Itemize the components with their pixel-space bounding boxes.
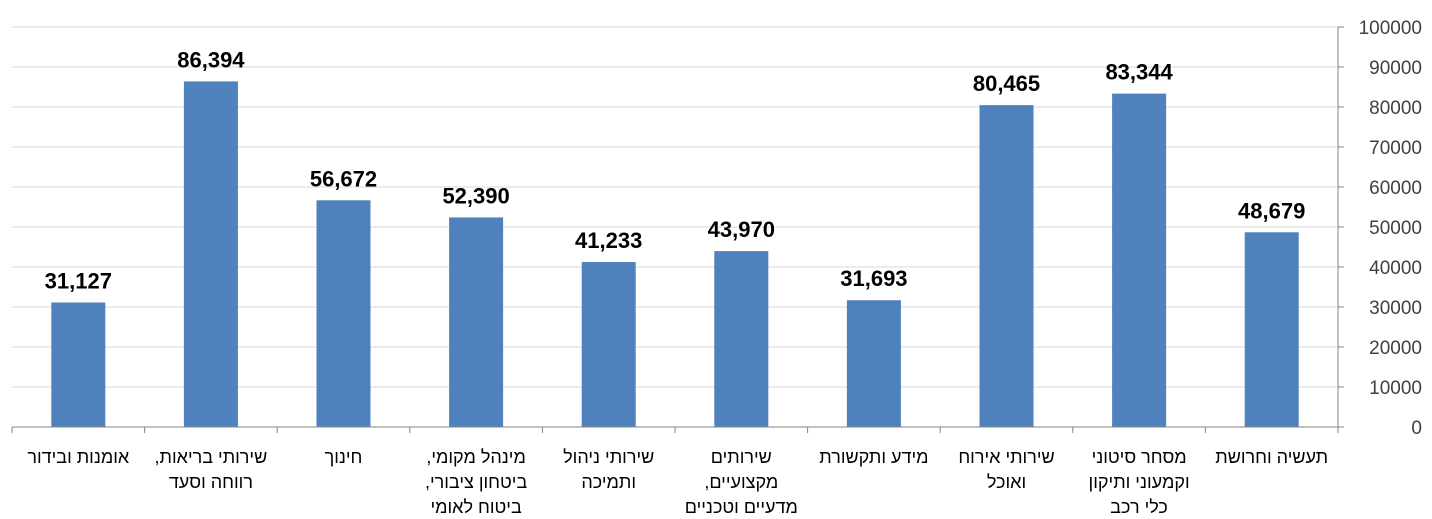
y-tick-label: 50000 (1369, 218, 1422, 239)
category-label-line: רווחה וסעד (169, 472, 253, 492)
category-label-line: ותמיכה (581, 472, 636, 492)
y-tick-label: 60000 (1369, 178, 1422, 199)
bar (51, 302, 106, 427)
bar (316, 200, 371, 427)
y-tick-label: 40000 (1369, 258, 1422, 279)
y-tick-label: 10000 (1369, 378, 1422, 399)
data-label: 31,127 (45, 268, 112, 293)
y-tick-labels: 0 10000 20000 30000 40000 50000 60000 70000 8000… (1338, 18, 1422, 439)
category-label-line: שירותי אירוח (958, 447, 1054, 467)
y-tick-label: 90000 (1369, 58, 1422, 79)
data-label: 86,394 (177, 47, 245, 72)
category-label: שירותים מקצועיים, מדעיים וטכניים (685, 447, 798, 517)
data-label: 31,693 (840, 266, 907, 291)
bar (846, 300, 901, 427)
bar (979, 105, 1034, 427)
bar (714, 251, 769, 427)
category-labels: תעשיה וחרושת מסחר סיטוני וקמעוני ותיקון כלי… (27, 447, 1328, 517)
category-label-line: אומנות ובידור (27, 447, 130, 467)
category-label-line: ביטוח לאומי (430, 497, 522, 517)
data-label: 80,465 (973, 71, 1040, 96)
category-label-line: שירותים (711, 447, 772, 467)
bar (581, 262, 636, 427)
category-label-line: מינהל מקומי, (426, 447, 526, 467)
category-label: שירותי אירוח ואוכל (958, 447, 1054, 492)
category-label-line: וקמעוני ותיקון (1089, 472, 1190, 492)
bars (51, 81, 1299, 428)
category-label-line: מידע ותקשורת (819, 447, 928, 467)
category-label-line: ביטחון ציבורי, (425, 472, 527, 492)
data-label: 52,390 (442, 183, 509, 208)
y-tick-label: 20000 (1369, 338, 1422, 359)
category-label: מינהל מקומי, ביטחון ציבורי, ביטוח לאומי (425, 447, 527, 517)
data-labels: 48,679 83,344 80,465 31,693 43,970 41,233 52,3… (45, 47, 1306, 293)
category-label-line: מדעיים וטכניים (685, 497, 798, 517)
category-label: שירותי ניהול ותמיכה (563, 447, 654, 492)
category-label: אומנות ובידור (27, 447, 130, 467)
category-label-line: שירותי ניהול (563, 447, 654, 467)
y-tick-label: 70000 (1369, 138, 1422, 159)
category-label-line: תעשיה וחרושת (1215, 447, 1328, 467)
data-label: 83,344 (1105, 60, 1173, 85)
bar (1112, 93, 1167, 428)
y-tick-label: 30000 (1369, 298, 1422, 319)
data-label: 43,970 (708, 217, 775, 242)
category-label-line: מסחר סיטוני (1092, 447, 1187, 467)
category-label: שירותי בריאות, רווחה וסעד (155, 447, 268, 492)
category-label: תעשיה וחרושת (1215, 447, 1328, 467)
category-label-line: כלי רכב (1110, 497, 1168, 517)
category-label-line: ואוכל (987, 472, 1026, 492)
bar (449, 217, 504, 427)
data-label: 56,672 (310, 166, 377, 191)
bar (1244, 232, 1299, 427)
data-label: 48,679 (1238, 198, 1305, 223)
category-label-line: חינוך (325, 447, 363, 467)
category-label-line: שירותי בריאות, (155, 447, 268, 467)
category-label: מסחר סיטוני וקמעוני ותיקון כלי רכב (1089, 447, 1190, 517)
category-label-line: מקצועיים, (704, 472, 778, 492)
category-label: חינוך (325, 447, 363, 467)
y-tick-label: 0 (1411, 418, 1422, 439)
category-label: מידע ותקשורת (819, 447, 928, 467)
y-tick-label: 80000 (1369, 98, 1422, 119)
y-tick-label: 100000 (1359, 18, 1422, 39)
data-label: 41,233 (575, 228, 642, 253)
bar (183, 81, 238, 427)
